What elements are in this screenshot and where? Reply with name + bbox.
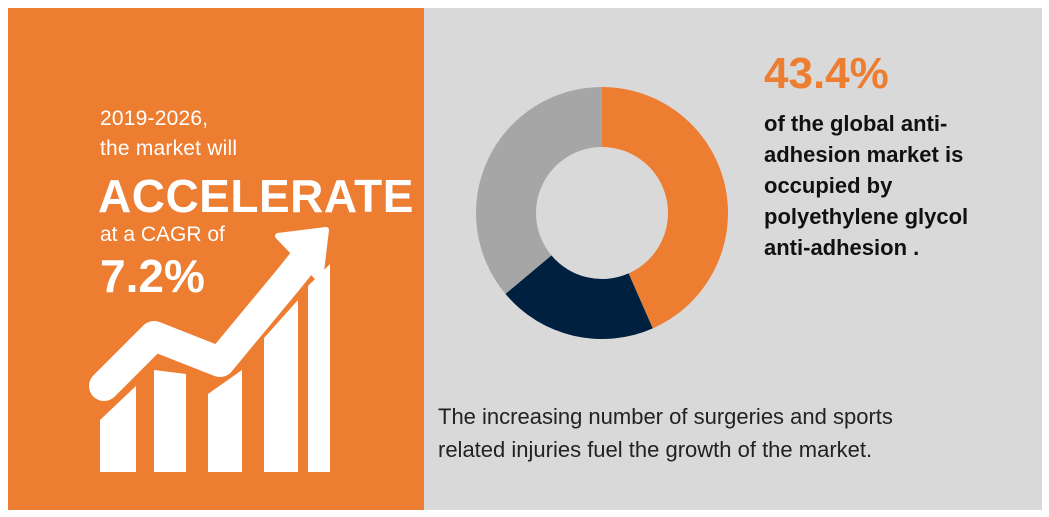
share-caption: of the global anti- adhesion market is o… [764,111,969,260]
cagr-period: 2019-2026, [100,107,209,130]
cagr-intro: 2019-2026, the market will [100,104,237,164]
cagr-panel: 2019-2026, the market will ACCELERATE at… [8,8,424,510]
cagr-headline: ACCELERATE [98,170,414,222]
donut-slice-orange [602,87,728,329]
market-share-panel: 43.4% of the global anti- adhesion marke… [424,8,1042,510]
cagr-value: 7.2% [100,250,205,302]
cagr-intro-text: the market will [100,137,238,160]
share-value: 43.4% [764,49,889,98]
donut-slice-navy [505,255,653,339]
donut-slice-gray [476,87,602,294]
cagr-prefix: at a CAGR of [100,223,225,246]
growth-chart-arrow-icon [89,227,330,472]
market-driver-text: The increasing number of surgeries and s… [438,404,893,462]
market-share-donut [476,87,728,339]
